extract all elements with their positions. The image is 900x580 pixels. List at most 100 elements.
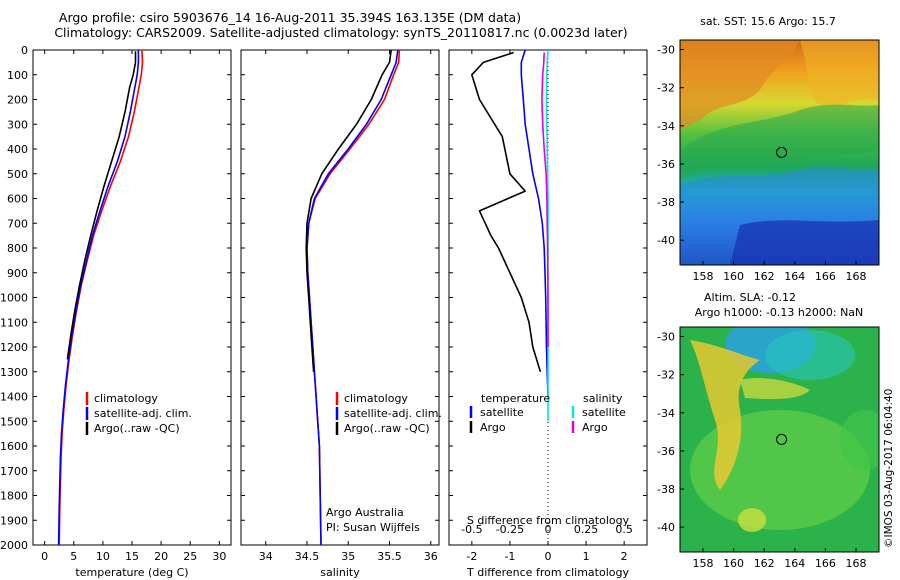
x-tick-label: 25 (183, 550, 197, 563)
difference-panel: -2 -1 0 1 2 -0.5 -0.25 0 0.25 0.5 temperature sat… (448, 49, 648, 579)
header-line-1: Argo profile: csiro 5903676_14 16-Aug-20… (59, 10, 521, 25)
legend-title-temperature: temperature (481, 392, 550, 405)
sst-warm-patch (680, 40, 800, 130)
x-tick-label: 10 (96, 550, 110, 563)
lat-tick-label: -30 (657, 44, 675, 57)
x-tick-label: 20 (154, 550, 168, 563)
sst-map-frame (679, 39, 880, 266)
sla-map-title: Altim. SLA: -0.12 (704, 291, 796, 304)
depth-tick-label: 0 (21, 44, 28, 57)
depth-tick-label: 1800 (0, 490, 28, 503)
salinity-axis-label: salinity (320, 566, 360, 579)
salinity-profiles (305, 49, 401, 546)
depth-tick-label: 1300 (0, 366, 28, 379)
legend-label-argo: Argo(..raw -QC) (94, 422, 180, 435)
series-line-satellite-adj-clim- (306, 49, 399, 546)
x-tick-label: -2 (466, 550, 477, 563)
depth-tick-label: 700 (7, 217, 28, 230)
series-line-argo-raw-qc- (66, 51, 137, 360)
salinity-difference-axis-label: S difference from climatology (467, 514, 630, 527)
difference-axis-ticks: -2 -1 0 1 2 -0.5 -0.25 0 0.25 0.5 (461, 50, 633, 563)
depth-tick-label: 1100 (0, 316, 28, 329)
depth-tick-label: 1700 (0, 465, 28, 478)
depth-tick-label: 1600 (0, 440, 28, 453)
sla-cyan-patch (765, 330, 855, 380)
sla-yellow-patch-south (738, 508, 766, 532)
difference-profiles (470, 49, 549, 422)
sst-green-band (680, 104, 879, 180)
lon-tick-label: 168 (846, 557, 867, 570)
depth-tick-label: 200 (7, 94, 28, 107)
salinity-panel: 34 34.5 35 35.5 36 climatology satellite-adj… (240, 49, 442, 579)
depth-tick-label: 2000 (0, 539, 28, 552)
legend-label-climatology: climatology (94, 392, 158, 405)
lat-tick-label: -36 (657, 445, 675, 458)
lat-tick-label: -38 (657, 196, 675, 209)
x-tick-label: 36 (424, 550, 438, 563)
lat-tick-label: -32 (657, 369, 675, 382)
sla-warm-ridge (690, 340, 760, 490)
salinity-plot-frame (240, 49, 440, 546)
depth-tick-label: 800 (7, 242, 28, 255)
temperature-legend: climatology satellite-adj. clim. Argo(..… (85, 392, 192, 435)
imos-watermark: ©IMOS 03-Aug-2017 06:04:40 (883, 389, 895, 548)
temperature-axis-label: temperature (deg C) (75, 566, 188, 579)
depth-tick-label: 600 (7, 193, 28, 206)
x-tick-label: 34.5 (295, 550, 320, 563)
temperature-profiles (57, 49, 144, 546)
legend-label-s-argo: Argo (582, 421, 608, 434)
x-tick-label: 30 (212, 550, 226, 563)
lat-tick-label: -32 (657, 82, 675, 95)
lon-tick-label: 164 (784, 270, 805, 283)
temperature-panel: 0100200300400500600700800900100011001200… (0, 44, 647, 579)
lat-tick-label: -40 (657, 521, 675, 534)
salinity-diff-tick-label: -0.25 (496, 523, 524, 536)
salinity-diff-tick-label: 0.5 (615, 523, 633, 536)
lat-tick-label: -34 (657, 120, 675, 133)
sla-green-patch-east (840, 410, 879, 470)
salinity-diff-tick-label: 0 (545, 523, 552, 536)
depth-tick-label: 400 (7, 143, 28, 156)
depth-axis-ticks: 0 100 200 300 400 500 600 700 800 900 1000 1100 1200… (0, 44, 647, 552)
x-tick-label: 35 (341, 550, 355, 563)
depth-tick-label: 1500 (0, 415, 28, 428)
depth-tick-label: 300 (7, 118, 28, 131)
depth-tick-label: 1200 (0, 341, 28, 354)
sla-map-subtitle: Argo h1000: -0.13 h2000: NaN (695, 306, 864, 319)
x-tick-label: 0 (545, 550, 552, 563)
lat-tick-label: -36 (657, 158, 675, 171)
series-line-climatology (306, 49, 401, 546)
lon-tick-label: 164 (784, 557, 805, 570)
legend-label-t-satellite: satellite (480, 406, 524, 419)
lon-tick-label: 158 (692, 557, 713, 570)
sla-heatmap (680, 327, 879, 552)
lon-tick-label: 160 (723, 557, 744, 570)
depth-tick-label: 1400 (0, 391, 28, 404)
series-line-temperature-satellite (520, 49, 549, 397)
lon-tick-label: 158 (692, 270, 713, 283)
legend-label-t-argo: Argo (480, 421, 506, 434)
lat-tick-label: -38 (657, 483, 675, 496)
x-tick-label: 0 (41, 550, 48, 563)
legend-label-s-satellite: satellite (582, 406, 626, 419)
x-tick-label: 15 (125, 550, 139, 563)
sla-map-ticks: 158 160 162 164 166 168 -30 -32 -34 -36 -38 -40 (657, 331, 867, 570)
sla-map-frame (679, 326, 880, 553)
sst-cool-patch-east (800, 40, 879, 107)
legend-label-satellite: satellite-adj. clim. (94, 407, 192, 420)
depth-tick-label: 500 (7, 168, 28, 181)
series-line-temperature-argo (470, 51, 542, 373)
series-line-salinity-argo (541, 52, 549, 347)
sst-map-ticks: 158 160 162 164 166 168 -30 -32 -34 -36 -38 -40 (657, 44, 867, 283)
x-tick-label: 2 (621, 550, 628, 563)
temperature-axis-ticks: 0 5 10 15 20 25 30 (41, 50, 226, 563)
depth-tick-label: 1000 (0, 292, 28, 305)
sla-warm-ridge-2 (740, 378, 810, 400)
series-line-argo-raw-qc- (305, 49, 392, 372)
depth-tick-label: 1900 (0, 514, 28, 527)
header-line-2: Climatology: CARS2009. Satellite-adjuste… (54, 25, 627, 40)
x-tick-label: -1 (504, 550, 515, 563)
series-line-climatology (58, 49, 144, 546)
salinity-diff-tick-label: 0.25 (574, 523, 599, 536)
